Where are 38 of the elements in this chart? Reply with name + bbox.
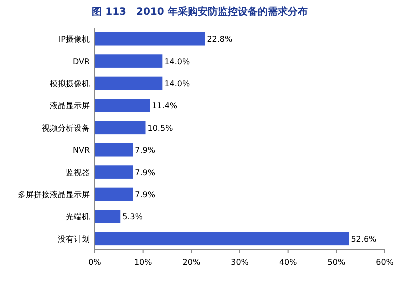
bar [95,188,134,202]
y-tick-label: 模拟摄像机 [50,80,90,88]
y-tick-label: IP摄像机 [58,35,90,44]
bar [95,32,206,46]
data-label: 14.0% [164,80,190,88]
data-label: 10.5% [148,124,174,133]
data-label: 5.3% [122,212,144,222]
data-label: 22.8% [207,35,234,44]
y-tick-label: 监视器 [66,168,90,178]
data-label: 11.4% [152,102,178,111]
y-tick-label: 液晶显示屏 [50,102,90,111]
y-tick-label: 多屏拼接液晶显示屏 [18,190,90,200]
y-tick-label: NVR [72,146,90,156]
data-label: 14.0% [164,57,190,66]
bar [95,210,121,224]
x-tick-label: 60% [376,258,394,267]
data-label: 7.9% [135,168,156,178]
bar [95,99,150,112]
bar [95,54,163,68]
x-tick-label: 30% [231,258,250,267]
y-tick-label: 光端机 [66,212,90,222]
chart-title: 图 113 2010 年采购安防监控设备的需求分布 [92,6,308,18]
y-tick-label: 视频分析设备 [42,124,90,133]
y-tick-label: DVR [72,57,90,66]
x-tick-label: 20% [182,258,201,267]
x-tick-label: 10% [134,258,153,267]
bar [95,121,146,135]
bar [95,166,134,179]
bar [95,143,134,157]
x-tick-label: 0% [88,258,102,267]
y-tick-label: 没有计划 [58,234,90,244]
x-tick-label: 50% [328,258,346,267]
bar [95,76,163,90]
bar [95,232,350,246]
data-label: 7.9% [135,190,156,200]
x-tick-label: 40% [279,258,298,267]
data-label: 52.6% [351,234,378,244]
data-label: 7.9% [135,146,156,156]
